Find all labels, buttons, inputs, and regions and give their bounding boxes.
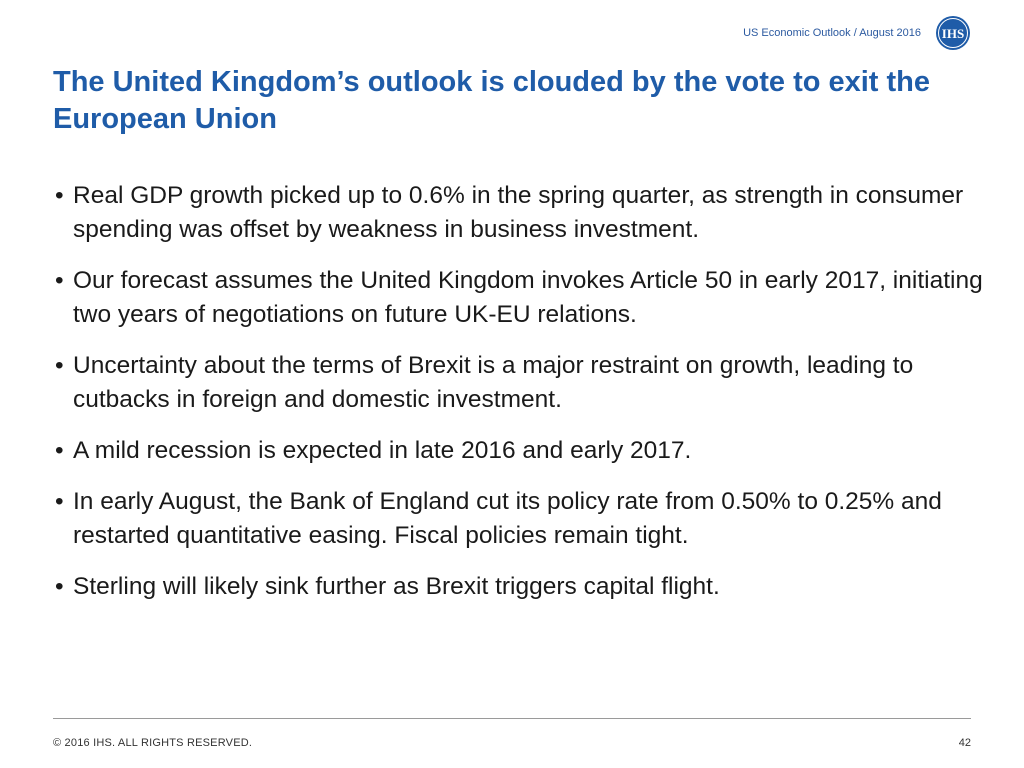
bullet-item: • In early August, the Bank of England cu… bbox=[53, 485, 983, 553]
page-number: 42 bbox=[958, 737, 971, 749]
bullet-text: Uncertainty about the terms of Brexit is… bbox=[73, 352, 914, 413]
bullet-text: Our forecast assumes the United Kingdom … bbox=[73, 267, 983, 328]
bullet-marker: • bbox=[55, 267, 64, 294]
bullet-item: • A mild recession is expected in late 20… bbox=[53, 434, 983, 468]
bullet-text: Sterling will likely sink further as Bre… bbox=[73, 573, 720, 600]
bullet-item: • Real GDP growth picked up to 0.6% in th… bbox=[53, 179, 983, 247]
footer-divider bbox=[53, 718, 971, 719]
slide-title: The United Kingdom’s outlook is clouded … bbox=[53, 66, 931, 135]
bullet-marker: • bbox=[55, 352, 64, 379]
bullet-list: • Real GDP growth picked up to 0.6% in th… bbox=[53, 179, 983, 621]
bullet-item: • Sterling will likely sink further as Br… bbox=[53, 570, 983, 604]
bullet-marker: • bbox=[55, 573, 64, 600]
copyright-notice: © 2016 IHS. ALL RIGHTS RESERVED. bbox=[53, 737, 253, 749]
bullet-marker: • bbox=[55, 437, 64, 464]
bullet-marker: • bbox=[55, 182, 64, 209]
bullet-item: • Our forecast assumes the United Kingdom… bbox=[53, 264, 983, 332]
bullet-item: • Uncertainty about the terms of Brexit i… bbox=[53, 349, 983, 417]
svg-text:IHS: IHS bbox=[942, 26, 964, 41]
header-subtitle: US Economic Outlook / August 2016 bbox=[743, 27, 921, 39]
bullet-marker: • bbox=[55, 488, 64, 515]
bullet-text: In early August, the Bank of England cut… bbox=[73, 488, 942, 549]
bullet-text: Real GDP growth picked up to 0.6% in the… bbox=[73, 182, 964, 243]
ihs-logo: IHS bbox=[935, 15, 971, 51]
bullet-text: A mild recession is expected in late 201… bbox=[73, 437, 692, 464]
